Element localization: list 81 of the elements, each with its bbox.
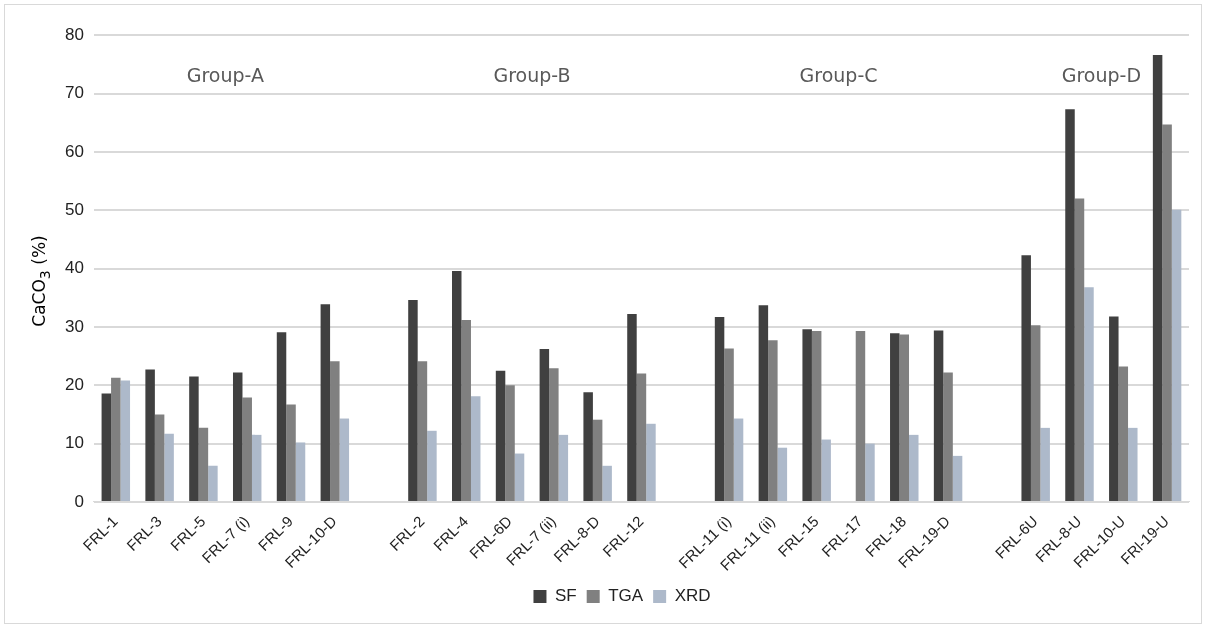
annotation: Group-C	[799, 64, 878, 87]
bar	[627, 314, 637, 501]
bar	[120, 380, 131, 501]
bar	[855, 331, 866, 501]
y-tick-label: 0	[74, 491, 84, 511]
annotation: Group-D	[1061, 64, 1142, 87]
bar	[1128, 427, 1138, 501]
bar	[208, 465, 218, 501]
bar	[558, 434, 569, 501]
bar	[461, 319, 471, 501]
y-tick-label: 10	[64, 433, 84, 453]
bar	[320, 304, 331, 501]
y-tick-label: 80	[64, 24, 84, 44]
bar	[549, 368, 559, 501]
bar	[865, 443, 875, 501]
bar	[417, 361, 428, 501]
bar	[189, 376, 199, 501]
bar	[276, 332, 287, 501]
bar	[943, 372, 953, 501]
bar	[242, 397, 252, 501]
y-tick-label: 40	[64, 258, 84, 278]
bar	[505, 385, 515, 501]
bar	[452, 270, 462, 501]
bar	[952, 455, 963, 501]
y-tick-label: 50	[64, 199, 84, 219]
bar	[470, 396, 481, 501]
bar	[724, 348, 734, 501]
bar	[251, 434, 262, 501]
legend-label: SF	[554, 586, 577, 606]
bar	[154, 414, 165, 501]
bar	[1021, 255, 1031, 501]
bar	[1171, 209, 1182, 501]
y-tick-label: 30	[64, 316, 84, 336]
bar	[1040, 427, 1050, 501]
bar	[1152, 55, 1163, 501]
bar	[514, 453, 525, 501]
bar	[802, 329, 812, 501]
bar	[145, 369, 155, 501]
legend-label: TGA	[608, 586, 644, 606]
bar	[286, 404, 296, 501]
bar	[821, 439, 831, 501]
bar	[408, 300, 418, 501]
bar	[339, 418, 350, 501]
legend-label: XRD	[674, 586, 711, 606]
bar	[1074, 198, 1085, 501]
bar	[890, 333, 900, 501]
bar	[602, 465, 612, 501]
bar	[539, 349, 550, 501]
bar	[295, 442, 306, 501]
bar	[1030, 325, 1041, 501]
bar	[768, 340, 778, 501]
annotation: Group-B	[493, 64, 571, 87]
bar	[1109, 316, 1119, 501]
bar	[583, 392, 593, 501]
bar	[811, 331, 822, 501]
bar	[1065, 109, 1075, 501]
bar	[758, 305, 769, 501]
bar	[427, 430, 437, 501]
y-tick-label: 70	[64, 83, 84, 103]
bar	[933, 330, 944, 501]
bar	[101, 393, 112, 501]
annotation: Group-A	[186, 64, 264, 87]
bar	[777, 447, 788, 501]
bar	[899, 334, 910, 501]
y-tick-label: 20	[64, 374, 84, 394]
bar	[1118, 366, 1129, 501]
bar	[232, 372, 243, 501]
bar	[198, 427, 209, 501]
bar	[164, 433, 174, 501]
bar	[646, 423, 656, 501]
bar	[909, 434, 919, 501]
bar	[714, 317, 725, 501]
bar	[592, 419, 603, 501]
bar	[733, 418, 744, 501]
bar	[1084, 287, 1094, 501]
y-tick-label: 60	[64, 141, 84, 161]
bar	[636, 373, 647, 501]
bar	[330, 361, 340, 501]
bar	[1162, 124, 1172, 501]
bar	[111, 377, 121, 501]
bar	[495, 370, 506, 501]
